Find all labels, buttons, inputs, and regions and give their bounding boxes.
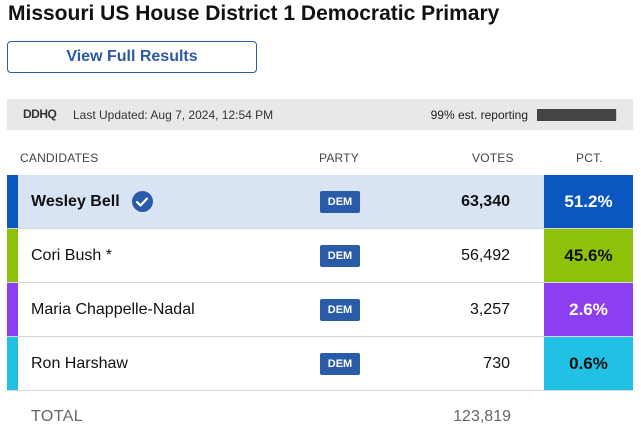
party-badge: DEM xyxy=(320,299,360,321)
total-votes: 123,819 xyxy=(453,408,511,425)
view-full-results-button[interactable]: View Full Results xyxy=(7,41,257,73)
candidate-pct: 45.6% xyxy=(544,229,633,282)
votes-header: VOTES xyxy=(472,151,514,165)
party-badge: DEM xyxy=(320,353,360,375)
candidate-name-cell: Wesley Bell xyxy=(31,175,153,228)
reporting-progress-fill xyxy=(537,109,617,121)
party-badge: DEM xyxy=(320,191,360,213)
candidate-name: Cori Bush * xyxy=(31,246,112,264)
candidate-name-cell: Cori Bush * xyxy=(31,229,112,282)
candidate-pct: 51.2% xyxy=(544,175,633,228)
last-updated-text: Last Updated: Aug 7, 2024, 12:54 PM xyxy=(73,108,274,122)
candidate-row: Maria Chappelle-Nadal DEM 3,257 2.6% xyxy=(7,283,633,337)
candidate-name-cell: Ron Harshaw xyxy=(31,337,128,390)
candidates-header: CANDIDATES xyxy=(20,151,99,165)
candidate-name: Maria Chappelle-Nadal xyxy=(31,300,195,318)
candidate-votes: 56,492 xyxy=(461,246,510,264)
candidate-row: Ron Harshaw DEM 730 0.6% xyxy=(7,337,633,391)
reporting-text: 99% est. reporting xyxy=(430,108,528,122)
candidate-row: Wesley Bell DEM 63,340 51.2% xyxy=(7,175,633,229)
candidate-name: Wesley Bell xyxy=(31,192,120,210)
party-header: PARTY xyxy=(319,151,359,165)
candidate-name: Ron Harshaw xyxy=(31,354,128,372)
party-badge: DEM xyxy=(320,245,360,267)
reporting-progress-bar xyxy=(537,109,617,121)
candidate-name-cell: Maria Chappelle-Nadal xyxy=(31,283,195,336)
total-label: TOTAL xyxy=(31,408,84,425)
page-title: Missouri US House District 1 Democratic … xyxy=(8,2,500,25)
candidate-votes: 730 xyxy=(483,354,510,372)
candidate-color-bar xyxy=(7,283,18,336)
meta-bar: DDHQ Last Updated: Aug 7, 2024, 12:54 PM… xyxy=(7,99,633,130)
candidate-row: Cori Bush * DEM 56,492 45.6% xyxy=(7,229,633,283)
candidate-votes: 63,340 xyxy=(461,192,510,210)
candidate-color-bar xyxy=(7,175,18,228)
candidate-pct: 0.6% xyxy=(544,337,633,390)
candidate-color-bar xyxy=(7,229,18,282)
pct-header: PCT. xyxy=(576,151,603,165)
candidate-pct: 2.6% xyxy=(544,283,633,336)
candidate-color-bar xyxy=(7,337,18,390)
checkmark-circle-icon xyxy=(131,191,153,212)
ddhq-logo: DDHQ xyxy=(23,107,57,121)
candidate-votes: 3,257 xyxy=(469,300,510,318)
